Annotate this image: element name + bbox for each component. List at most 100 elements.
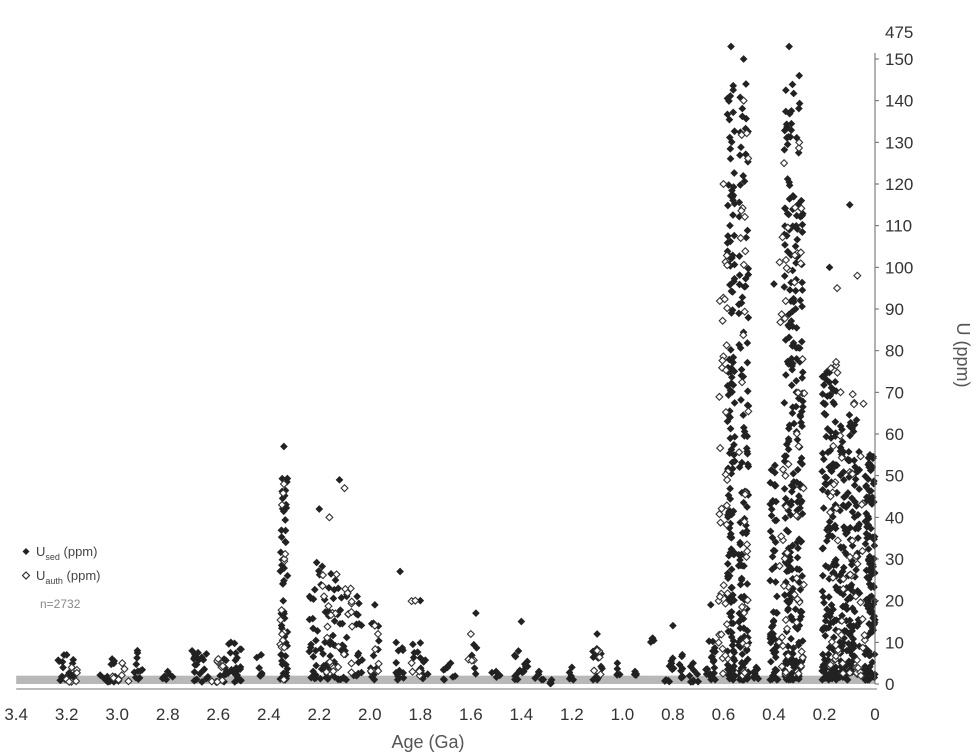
point-s0-c0-2 <box>59 663 67 672</box>
point-s0-c32-121 <box>787 634 795 643</box>
point-s0-c35-26 <box>844 489 852 497</box>
point-s0-c34-116 <box>818 485 827 494</box>
point-s0-c20-3 <box>565 668 574 677</box>
point-s0-c12-4 <box>394 646 403 655</box>
point-s1-c4-10 <box>322 667 331 677</box>
point-s1-c1-5 <box>117 671 126 680</box>
point-s0-c34-111 <box>819 455 828 464</box>
point-s0-c29-58 <box>744 264 753 273</box>
point-s1-c13-18 <box>796 248 806 257</box>
point-s0-c34-77 <box>825 593 833 601</box>
point-s0-c36-max <box>866 451 874 459</box>
point-s0-c29-106 <box>743 226 752 235</box>
point-s0-c33-105 <box>795 104 803 113</box>
point-s0-c35-50 <box>854 510 862 519</box>
point-s0-c8-13 <box>312 558 321 567</box>
point-s0-c35-132 <box>838 567 847 576</box>
point-s0-c32-134 <box>784 321 793 330</box>
point-s0-c8-39 <box>307 673 316 682</box>
point-s0-c33-68 <box>794 394 803 403</box>
point-s0-c33-80 <box>797 418 805 427</box>
point-s0-c35-130 <box>855 520 864 529</box>
point-s1-c12-21 <box>777 532 786 541</box>
point-s0-c29-122 <box>736 538 744 547</box>
point-s1-c14-9 <box>833 368 842 377</box>
point-s0-c28-max <box>727 42 735 51</box>
point-s1-c13-22 <box>797 647 806 656</box>
point-s0-c29-116 <box>736 344 745 352</box>
point-s1-c11-18 <box>742 540 752 549</box>
point-s0-c29-48 <box>735 280 744 289</box>
point-s0-c33-109 <box>798 374 806 382</box>
x-tick-label: 1.8 <box>408 705 432 724</box>
point-s0-c8-19 <box>312 661 321 670</box>
point-s0-c29-123 <box>740 423 748 432</box>
point-s0-c34-102 <box>818 587 827 596</box>
point-s0-c27-12 <box>710 663 719 672</box>
y-tick-label: 50 <box>885 467 904 486</box>
point-s0-c28-78 <box>726 281 734 289</box>
point-s0-c7-50 <box>281 652 290 660</box>
point-s0-c29-81 <box>739 172 748 180</box>
point-s0-c8-5 <box>309 652 318 661</box>
point-s0-c35-134 <box>840 523 848 531</box>
point-s1-c14-3 <box>839 574 848 584</box>
point-s0-c28-138 <box>728 583 736 592</box>
point-s0-c11-10 <box>375 636 383 645</box>
point-s0-c33-53 <box>794 544 802 553</box>
point-s1-c13-10 <box>794 442 803 451</box>
point-s0-c8-32 <box>308 614 317 623</box>
point-s0-c34-71 <box>819 593 828 602</box>
point-s1-c13-27 <box>792 574 801 583</box>
point-s1-c11-14 <box>741 247 750 256</box>
point-s1-c5-13 <box>347 659 356 668</box>
point-s0-c36-87 <box>870 541 879 550</box>
point-s1-c6-2 <box>371 645 380 654</box>
point-s1-c11-19 <box>739 330 748 340</box>
point-s0-c34-135 <box>818 372 827 381</box>
point-s0-c2-7 <box>131 673 140 682</box>
point-s1-c3-13 <box>280 643 289 652</box>
point-s1-c3-3 <box>279 488 288 498</box>
y-tick-label: 20 <box>885 592 904 611</box>
point-s0-c35-86 <box>854 619 863 628</box>
point-s0-c32-136 <box>783 606 792 615</box>
point-s0-c36-111 <box>865 552 874 561</box>
point-s0-c28-50 <box>730 274 739 283</box>
point-s0-c33-94 <box>798 211 806 220</box>
point-s1-c11-29 <box>744 407 753 416</box>
point-s1-c13-max <box>795 138 804 147</box>
point-s1-c4-14 <box>318 581 327 591</box>
point-s1-c11-7 <box>743 154 753 163</box>
point-s0-c11-11 <box>368 673 376 681</box>
point-s0-c34-123 <box>824 563 833 572</box>
point-s1-c11-9 <box>742 636 751 645</box>
point-s0-c9-30 <box>331 576 340 584</box>
point-s0-c2-9 <box>136 667 145 675</box>
point-s0-c27-19 <box>708 652 716 661</box>
point-s1-c10-28 <box>720 295 729 304</box>
point-s0-c35-127 <box>847 581 856 589</box>
point-s0-c28-28 <box>730 169 739 177</box>
point-s1-c4-15 <box>322 633 332 642</box>
point-s0-c32-49 <box>780 145 789 154</box>
point-s0-c25-15 <box>662 676 670 684</box>
point-s0-c35-125 <box>848 541 857 550</box>
point-s1-c14-29 <box>826 492 835 501</box>
point-s1-c15-15 <box>857 500 866 509</box>
point-s0-c9-37 <box>336 606 345 614</box>
x-axis-title: Age (Ga) <box>391 732 464 752</box>
point-s1-c7-3 <box>415 667 424 676</box>
point-s0-c28-47 <box>723 239 732 247</box>
point-s0-c35-91 <box>846 418 855 427</box>
point-s1-c14-8 <box>838 659 847 668</box>
point-s1-c7-1 <box>415 671 424 680</box>
point-s0-c29-12 <box>743 358 752 367</box>
point-s0-c5-29 <box>236 665 245 673</box>
point-s0-c33-40 <box>798 509 807 518</box>
point-s0-c32-88 <box>780 399 789 407</box>
point-s0-c31-51 <box>772 497 780 506</box>
point-s0-c4-9 <box>204 672 212 681</box>
x-tick-label: 1.6 <box>459 705 483 724</box>
point-s0-c34-105 <box>823 526 831 534</box>
